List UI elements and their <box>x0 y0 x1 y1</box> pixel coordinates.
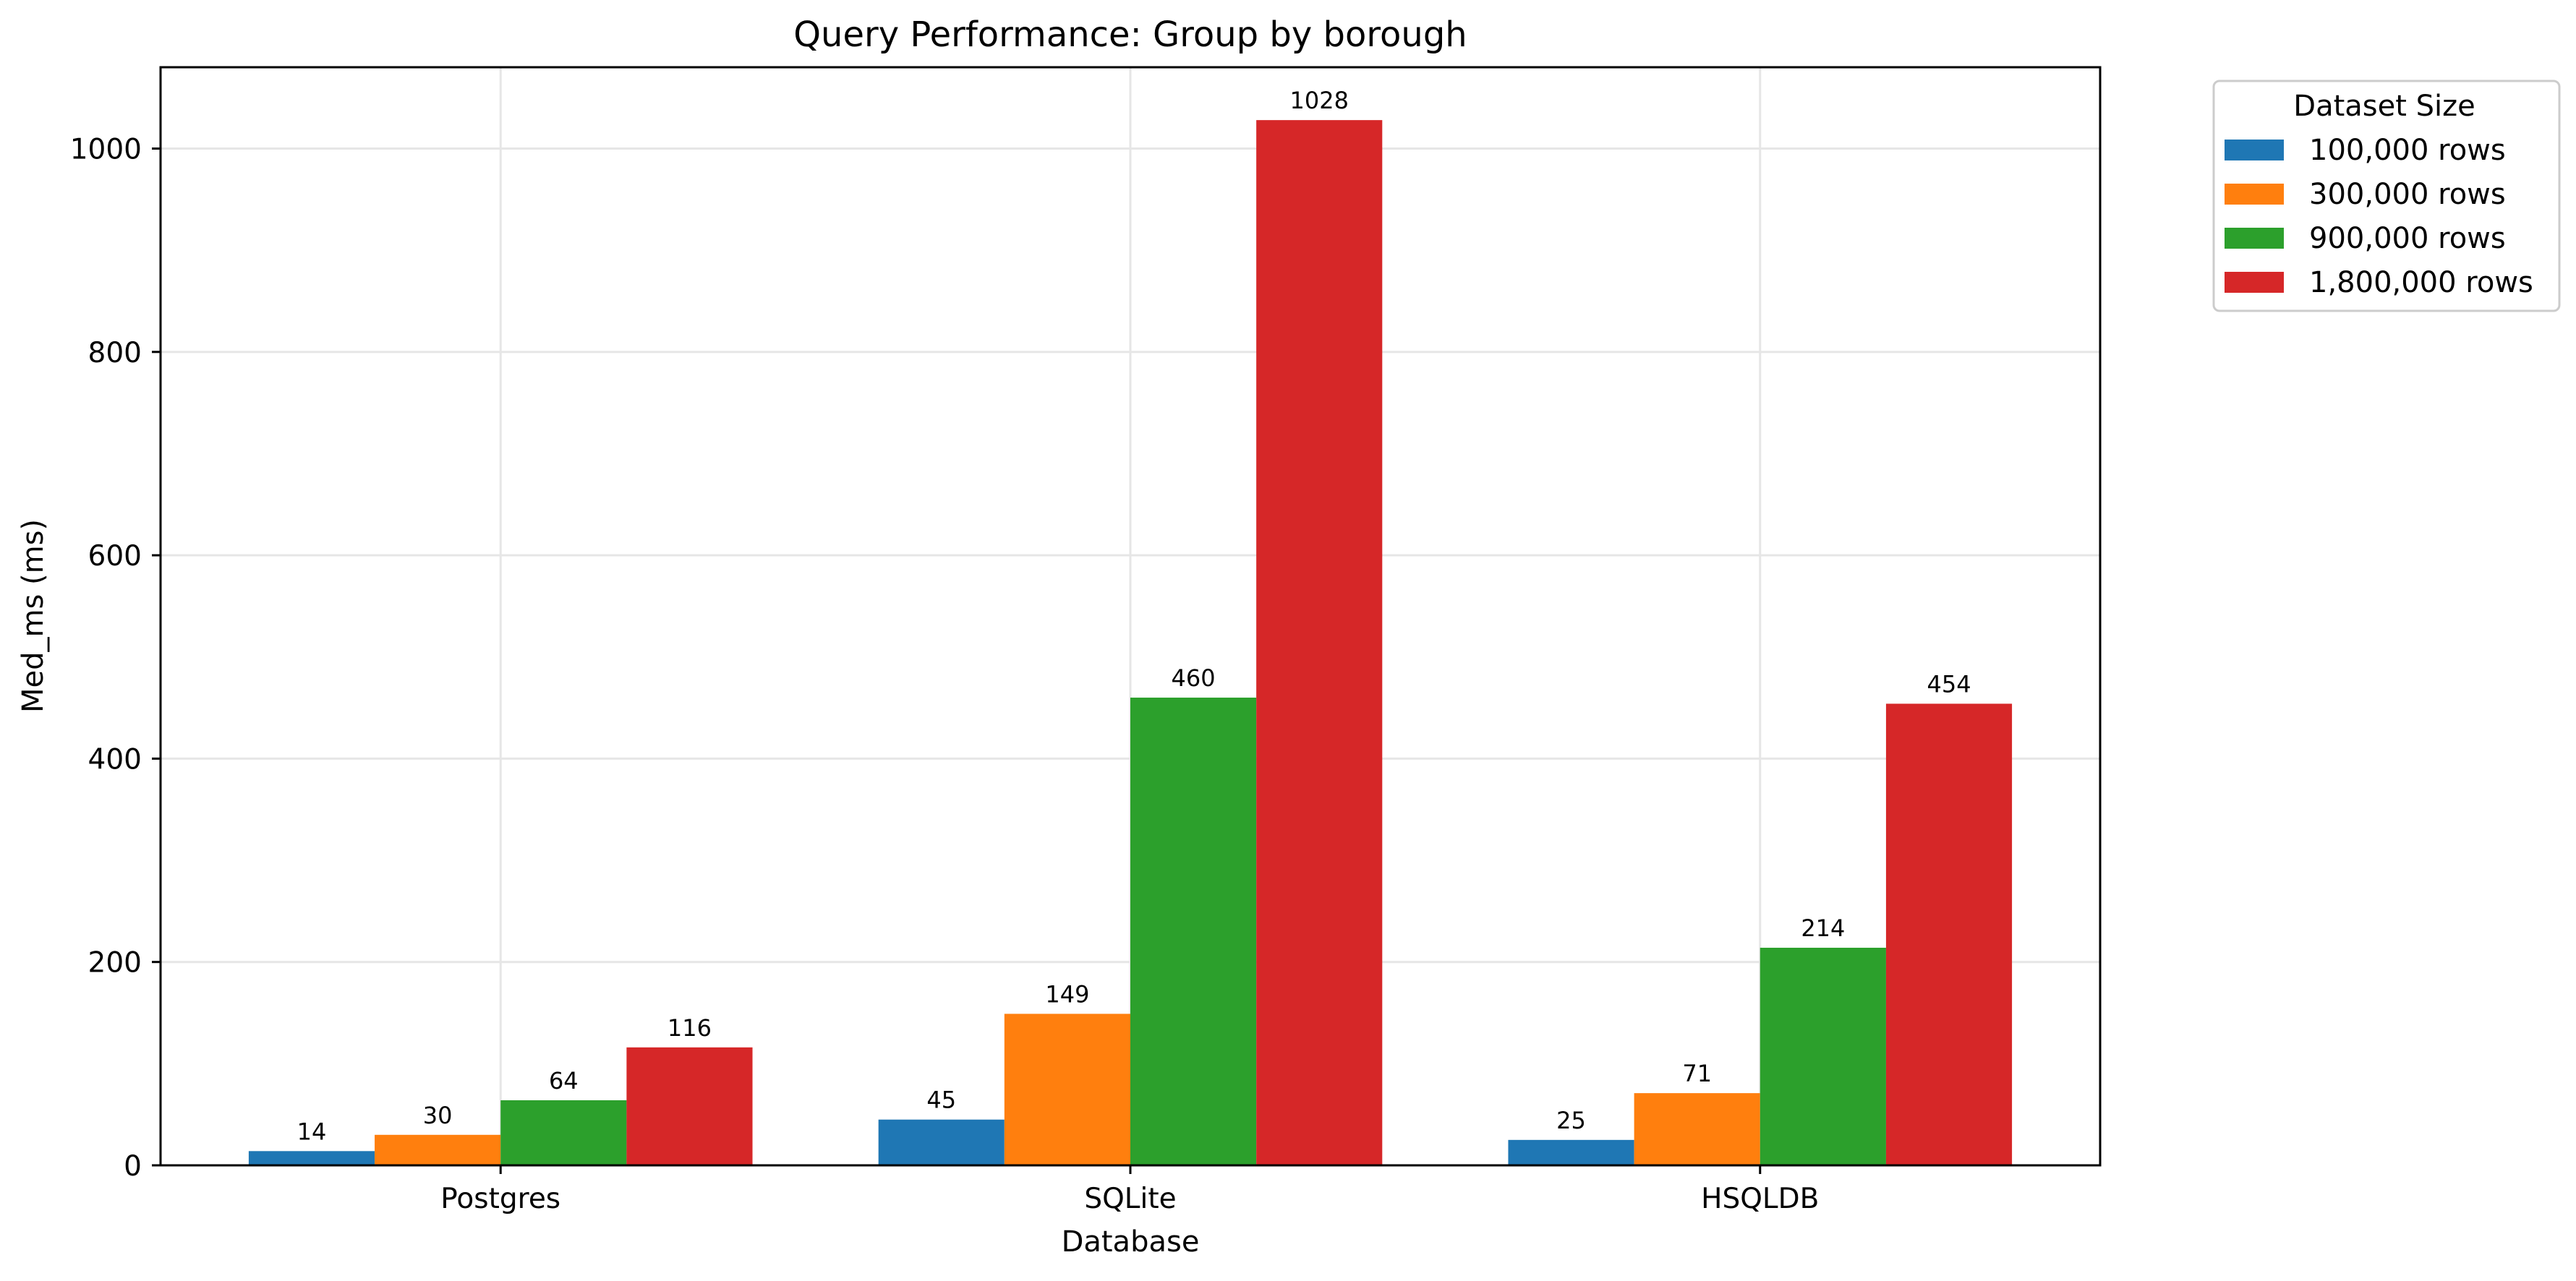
legend-entry-label: 100,000 rows <box>2309 134 2506 167</box>
legend-items: 100,000 rows 300,000 rows 900,000 rows 1,80… <box>2225 134 2533 299</box>
x-tick-label: HSQLDB <box>1701 1183 1819 1215</box>
bar <box>500 1100 627 1165</box>
bar-value-label: 71 <box>1682 1060 1712 1087</box>
legend: Dataset Size 100,000 rows 300,000 rows 900… <box>2212 80 2561 312</box>
bar <box>626 1047 753 1165</box>
bar-value-label: 214 <box>1801 914 1845 942</box>
bar-value-label: 45 <box>926 1087 956 1114</box>
x-tick-label: Postgres <box>440 1183 560 1215</box>
bar-value-label: 1028 <box>1290 87 1349 114</box>
legend-swatch <box>2225 228 2284 249</box>
legend-frame <box>2212 80 2561 312</box>
y-tick-label: 200 <box>88 947 142 980</box>
chart-title: Query Performance: Group by borough <box>793 14 1467 55</box>
y-axis: 0 200 400 600 800 1000 <box>70 134 161 1183</box>
y-tick-label: 800 <box>88 337 142 369</box>
y-tick-label: 0 <box>124 1150 142 1183</box>
x-tick-label: SQLite <box>1084 1183 1176 1215</box>
legend-swatch <box>2225 140 2284 160</box>
bar <box>375 1134 501 1165</box>
y-tick-label: 1000 <box>70 134 142 166</box>
bar-value-label: 460 <box>1172 664 1216 692</box>
bar <box>248 1151 375 1165</box>
bar <box>1256 120 1383 1165</box>
legend-swatch <box>2225 184 2284 205</box>
bar <box>1130 698 1257 1165</box>
legend-entry-label: 1,800,000 rows <box>2309 266 2533 299</box>
y-tick-label: 400 <box>88 743 142 776</box>
x-axis: Postgres SQLite HSQLDB <box>440 1165 1819 1215</box>
x-axis-label: Database <box>1062 1225 1200 1259</box>
y-tick-label: 600 <box>88 540 142 573</box>
bar <box>1885 703 2013 1165</box>
bar-value-label: 25 <box>1556 1107 1586 1134</box>
legend-entry-label: 900,000 rows <box>2309 222 2506 255</box>
legend-entry-label: 300,000 rows <box>2309 178 2506 211</box>
bar <box>1760 948 1886 1165</box>
y-axis-label: Med_ms (ms) <box>17 519 50 713</box>
bar-value-label: 14 <box>297 1118 327 1145</box>
data-labels-group: 14 45 25 30 149 71 64 460 214 116 1028 454 <box>297 87 1971 1145</box>
bars-group <box>248 120 2013 1165</box>
legend-title: Dataset Size <box>2293 90 2475 123</box>
bar-value-label: 454 <box>1927 670 1971 698</box>
bar-value-label: 149 <box>1045 980 1089 1008</box>
bar <box>1634 1093 1760 1165</box>
bar <box>1004 1014 1130 1165</box>
legend-swatch <box>2225 272 2284 293</box>
bar-value-label: 30 <box>423 1102 453 1129</box>
bar <box>1508 1139 1634 1165</box>
bar <box>878 1119 1005 1165</box>
bar-value-label: 64 <box>549 1067 579 1094</box>
bar-value-label: 116 <box>668 1014 712 1042</box>
